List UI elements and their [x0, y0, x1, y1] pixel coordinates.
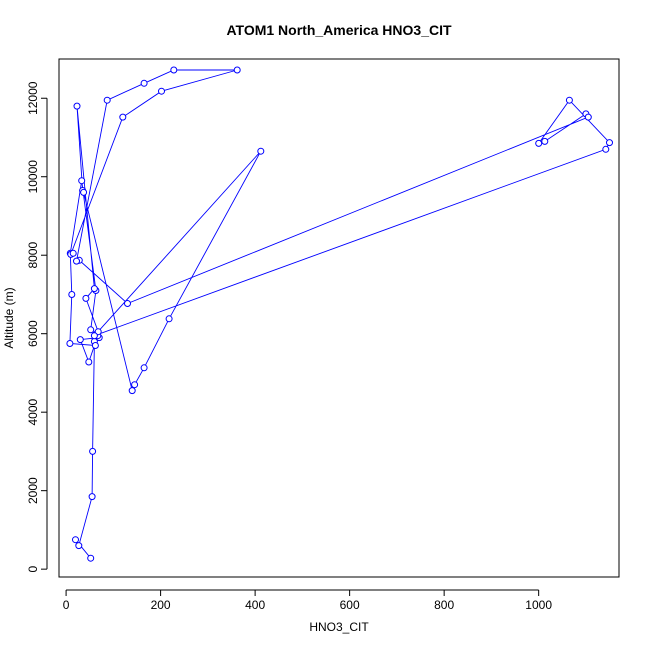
data-point — [69, 249, 77, 257]
data-point — [535, 139, 543, 147]
y-tick-label: 0 — [26, 565, 40, 572]
chart-title: ATOM1 North_America HNO3_CIT — [226, 22, 452, 38]
series-layer — [66, 66, 613, 562]
data-point — [140, 364, 148, 372]
data-point — [80, 188, 88, 196]
plot-frame — [58, 58, 620, 578]
data-point — [158, 87, 165, 95]
x-tick-label: 1000 — [525, 598, 552, 612]
data-point — [82, 294, 90, 302]
x-axis: 0 200 400 600 800 1000 — [63, 589, 552, 612]
y-tick-label: 2000 — [26, 477, 40, 504]
y-axis: 0 2000 4000 6000 8000 10000 12000 — [26, 81, 48, 572]
y-tick-label: 8000 — [26, 242, 40, 269]
x-tick-label: 400 — [245, 598, 265, 612]
data-point — [90, 285, 98, 293]
data-point — [124, 300, 131, 307]
data-point — [606, 139, 613, 147]
data-point — [584, 113, 592, 121]
data-point — [91, 342, 99, 349]
data-point — [89, 447, 97, 455]
data-point — [103, 96, 111, 104]
y-tick-label: 12000 — [26, 81, 40, 115]
x-tick-label: 200 — [151, 598, 171, 612]
data-point — [140, 79, 148, 87]
data-point — [88, 493, 96, 501]
data-point — [76, 336, 84, 344]
y-tick-label: 10000 — [26, 160, 40, 194]
y-axis-label: Altitude (m) — [2, 287, 16, 348]
y-tick-label: 6000 — [26, 320, 40, 347]
x-tick-label: 600 — [340, 598, 360, 612]
data-point — [257, 147, 265, 155]
series-line — [69, 69, 611, 559]
data-point — [87, 326, 95, 334]
data-point — [73, 257, 80, 265]
data-point — [87, 554, 95, 562]
data-point — [90, 332, 98, 340]
data-point — [73, 102, 81, 110]
data-point — [565, 96, 573, 104]
data-point — [72, 536, 79, 544]
data-point — [66, 340, 74, 347]
data-point — [128, 387, 136, 395]
data-point — [233, 66, 241, 74]
y-tick-label: 4000 — [26, 399, 40, 426]
data-point — [119, 113, 127, 121]
data-point — [131, 381, 139, 389]
data-point — [85, 358, 93, 366]
data-point — [68, 291, 76, 298]
data-point — [165, 315, 173, 323]
x-tick-label: 800 — [434, 598, 454, 612]
data-point — [78, 177, 86, 185]
x-tick-label: 0 — [63, 598, 70, 612]
x-axis-label: HNO3_CIT — [309, 620, 369, 634]
data-point — [602, 145, 610, 153]
data-point — [541, 137, 549, 145]
data-point — [170, 66, 178, 74]
data-point — [75, 542, 83, 550]
